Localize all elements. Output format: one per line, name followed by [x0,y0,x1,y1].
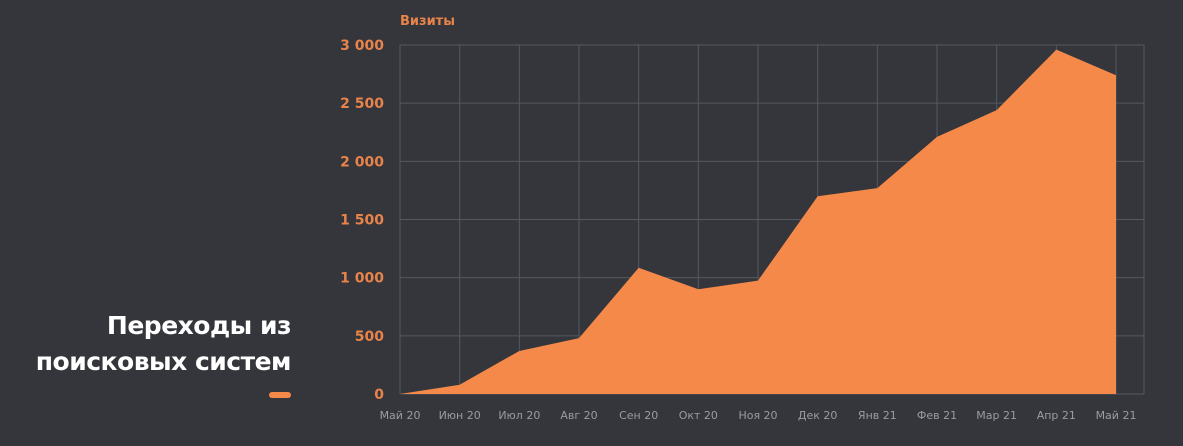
x-tick-label: Май 20 [380,409,421,422]
x-tick-label: Июн 20 [439,409,481,422]
visits-area [400,49,1116,395]
y-tick-label: 500 [355,329,384,345]
x-tick-label: Май 21 [1096,409,1137,422]
x-tick-layer: Май 20 Июн 20 Июл 20 Авг 20 Сен 20 Окт 20 Ноя … [380,409,1137,422]
x-tick-label: Фев 21 [917,409,957,422]
x-tick-label: Мар 21 [976,409,1017,422]
x-tick-label: Янв 21 [858,409,897,422]
section-heading: Переходы из поисковых систем [35,308,292,380]
heading-accent-dash [269,392,291,398]
x-tick-label: Ноя 20 [738,409,777,422]
y-tick-label: 1 000 [340,271,384,287]
y-axis-title: Визиты [400,14,455,29]
x-tick-label: Апр 21 [1037,409,1076,422]
y-tick-layer: 0 500 1 000 1 500 2 000 2 500 3 000 [340,38,384,403]
x-tick-label: Окт 20 [679,409,718,422]
x-tick-label: Авг 20 [560,409,597,422]
y-tick-label: 2 000 [340,154,384,170]
x-tick-label: Июл 20 [498,409,540,422]
y-tick-label: 0 [374,387,384,403]
x-tick-label: Дек 20 [798,409,838,422]
section-heading-line1: Переходы из [106,311,292,340]
x-tick-label: Сен 20 [619,409,658,422]
area-layer [400,49,1116,395]
y-tick-label: 2 500 [340,96,384,112]
y-tick-label: 1 500 [340,213,384,229]
y-tick-label: 3 000 [340,38,384,54]
section-heading-line2: поисковых систем [35,347,292,376]
